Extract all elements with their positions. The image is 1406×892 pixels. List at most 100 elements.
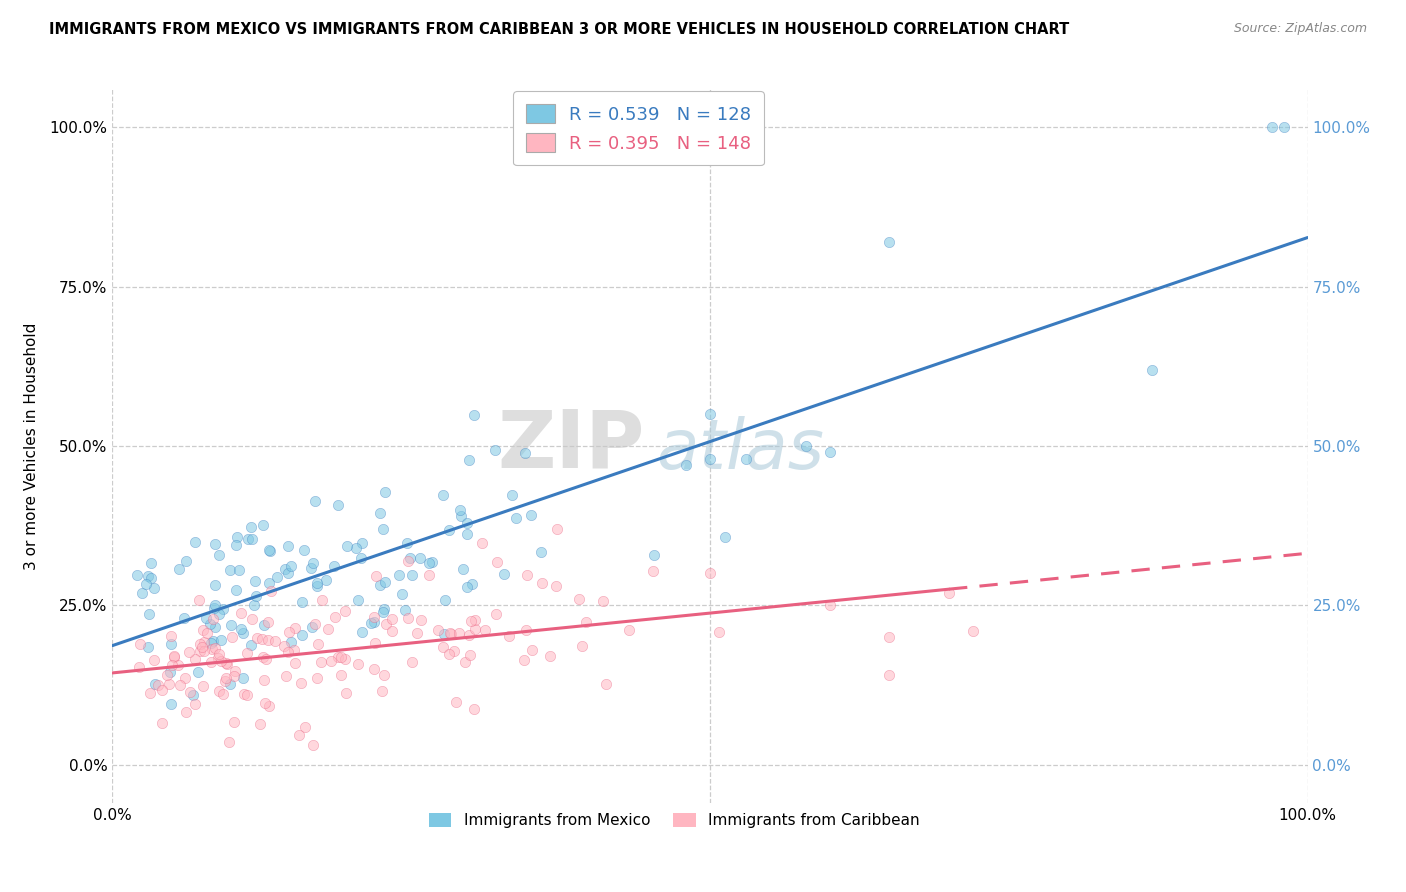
Point [193, 644, 215, 658]
Point [437, 523, 460, 537]
Point [224, 665, 246, 679]
Point [233, 688, 256, 702]
Point [191, 640, 214, 654]
Point [520, 643, 543, 657]
Point [277, 645, 299, 659]
Point [257, 699, 280, 714]
Point [208, 684, 231, 698]
Point [302, 556, 325, 570]
Point [253, 618, 276, 632]
Point [150, 716, 173, 731]
Point [250, 632, 273, 647]
Point [174, 554, 197, 568]
Point [215, 657, 238, 671]
Text: IMMIGRANTS FROM MEXICO VS IMMIGRANTS FROM CARIBBEAN 3 OR MORE VEHICLES IN HOUSEH: IMMIGRANTS FROM MEXICO VS IMMIGRANTS FRO… [49, 22, 1070, 37]
Point [531, 575, 554, 590]
Point [350, 625, 373, 640]
Point [274, 562, 297, 576]
Point [471, 535, 494, 549]
Point [319, 654, 342, 668]
Point [515, 624, 537, 638]
Point [879, 668, 901, 682]
Point [129, 637, 152, 651]
Point [443, 644, 465, 658]
Point [208, 607, 231, 621]
Point [388, 568, 411, 582]
Point [212, 687, 235, 701]
Point [181, 688, 204, 702]
Point [246, 631, 269, 645]
Point [231, 622, 253, 636]
Point [173, 611, 195, 625]
Point [458, 452, 481, 467]
Point [128, 660, 150, 674]
Point [159, 665, 181, 680]
Point [485, 607, 508, 622]
Point [326, 649, 349, 664]
Point [350, 550, 373, 565]
Point [735, 451, 758, 466]
Point [427, 623, 450, 637]
Point [201, 641, 224, 656]
Point [245, 589, 267, 603]
Point [207, 651, 229, 665]
Point [451, 561, 474, 575]
Point [463, 408, 485, 422]
Point [187, 665, 209, 679]
Point [257, 632, 280, 647]
Point [962, 624, 984, 638]
Point [643, 548, 665, 562]
Point [529, 545, 551, 559]
Point [280, 634, 302, 648]
Point [240, 532, 263, 546]
Point [391, 587, 413, 601]
Point [444, 694, 467, 708]
Point [160, 697, 183, 711]
Point [222, 669, 245, 683]
Point [575, 615, 598, 629]
Point [641, 564, 664, 578]
Point [456, 516, 478, 531]
Point [264, 633, 287, 648]
Point [145, 676, 167, 690]
Point [818, 599, 841, 613]
Point [290, 628, 312, 642]
Point [208, 647, 231, 661]
Point [368, 578, 391, 592]
Point [460, 614, 482, 628]
Point [240, 520, 263, 534]
Point [146, 678, 169, 692]
Point [211, 602, 233, 616]
Point [229, 606, 252, 620]
Point [364, 635, 387, 649]
Point [432, 488, 454, 502]
Point [202, 612, 225, 626]
Point [396, 554, 419, 568]
Point [373, 601, 395, 615]
Point [191, 623, 214, 637]
Point [139, 686, 162, 700]
Point [202, 634, 225, 648]
Point [218, 563, 240, 577]
Point [498, 629, 520, 643]
Point [280, 558, 302, 573]
Point [374, 484, 396, 499]
Point [450, 508, 472, 523]
Point [235, 646, 257, 660]
Point [142, 653, 165, 667]
Point [713, 530, 735, 544]
Point [184, 698, 207, 712]
Point [214, 674, 236, 689]
Point [363, 615, 385, 630]
Point [288, 728, 311, 742]
Point [405, 626, 427, 640]
Point [301, 620, 323, 634]
Point [167, 562, 190, 576]
Point [1142, 362, 1164, 376]
Point [243, 598, 266, 612]
Point [176, 705, 198, 719]
Point [336, 539, 359, 553]
Point [204, 578, 226, 592]
Point [156, 668, 179, 682]
Point [249, 717, 271, 731]
